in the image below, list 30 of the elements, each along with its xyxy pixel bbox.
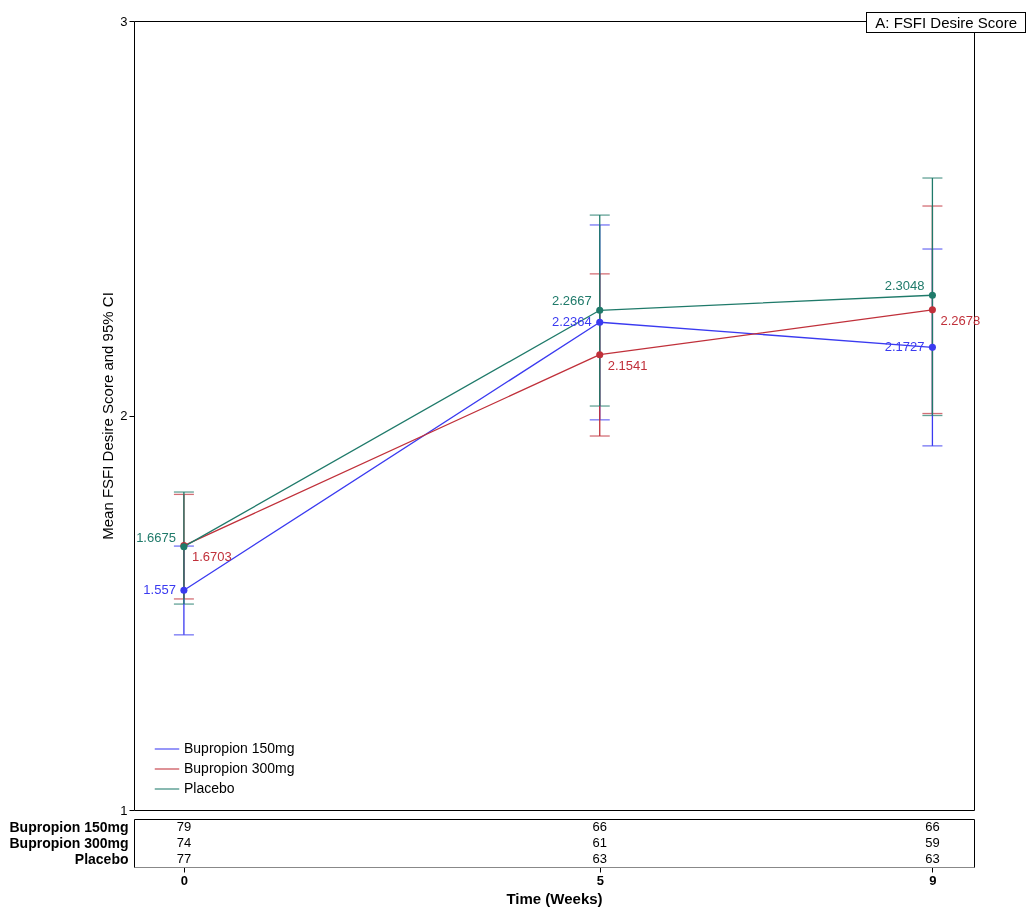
data-label: 1.557 (143, 582, 176, 598)
legend-label: Placebo (184, 780, 235, 796)
data-label: 1.6703 (191, 548, 232, 564)
text: 79 (176, 819, 192, 834)
legend-label: Bupropion 300mg (184, 760, 295, 776)
y-tick-label: 2 (120, 408, 128, 423)
text: Bupropion 300mg (9, 834, 129, 851)
legend-label: Bupropion 150mg (184, 740, 295, 756)
text: Placebo (74, 850, 129, 867)
data-label: 2.1541 (607, 357, 648, 373)
text: Bupropion 150mg (9, 818, 129, 835)
x-tick-label: 0 (180, 872, 189, 888)
text: 61 (592, 835, 607, 850)
x-tick-label: 9 (929, 872, 937, 888)
text: 63 (592, 851, 607, 866)
y-axis-title: Mean FSFI Desire Score and 95% CI (99, 292, 117, 540)
data-label: 2.2667 (551, 293, 592, 309)
text: 59 (925, 835, 940, 850)
y-tick-label: 1 (120, 802, 128, 818)
data-label: 1.6675 (136, 529, 176, 545)
text: 77 (176, 851, 192, 866)
data-label: 2.3048 (884, 278, 925, 294)
caption-box: A: FSFI Desire Score (866, 12, 1026, 33)
text: 74 (176, 835, 192, 850)
x-axis-title: Time (Weeks) (506, 889, 603, 907)
x-tick-label: 5 (596, 872, 604, 888)
text: 66 (925, 819, 940, 834)
y-tick-label: 3 (120, 13, 128, 29)
text: 63 (925, 851, 940, 866)
text: 66 (592, 819, 607, 834)
